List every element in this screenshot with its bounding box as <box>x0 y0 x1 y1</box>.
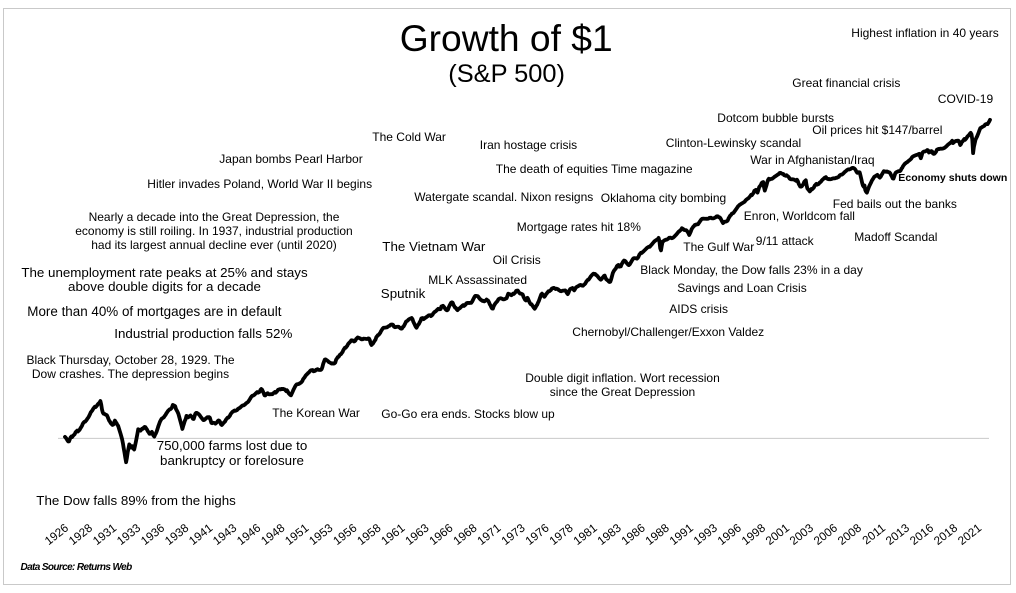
svg-text:1981: 1981 <box>571 522 600 548</box>
svg-text:1963: 1963 <box>403 521 432 548</box>
svg-text:1958: 1958 <box>355 521 384 548</box>
svg-text:1983: 1983 <box>595 521 624 548</box>
svg-text:1991: 1991 <box>667 522 696 548</box>
svg-text:1926: 1926 <box>42 521 71 548</box>
svg-text:1978: 1978 <box>547 521 576 548</box>
svg-text:1956: 1956 <box>331 521 360 548</box>
svg-text:2018: 2018 <box>932 521 961 548</box>
svg-text:1998: 1998 <box>739 521 768 548</box>
svg-text:1966: 1966 <box>427 521 456 548</box>
svg-text:1943: 1943 <box>211 521 240 548</box>
svg-text:2003: 2003 <box>787 521 816 548</box>
svg-text:1996: 1996 <box>715 521 744 548</box>
svg-text:2013: 2013 <box>883 521 912 548</box>
svg-text:1941: 1941 <box>187 522 216 548</box>
svg-text:2006: 2006 <box>811 521 840 548</box>
svg-text:2021: 2021 <box>956 522 985 548</box>
svg-text:2016: 2016 <box>908 521 937 548</box>
svg-text:1993: 1993 <box>691 521 720 548</box>
svg-text:1946: 1946 <box>235 521 264 548</box>
svg-text:1986: 1986 <box>619 521 648 548</box>
svg-text:2011: 2011 <box>860 522 888 548</box>
svg-text:1938: 1938 <box>163 521 192 548</box>
svg-text:1968: 1968 <box>451 521 480 548</box>
svg-text:1953: 1953 <box>307 521 336 548</box>
svg-text:1936: 1936 <box>139 521 168 548</box>
svg-text:1976: 1976 <box>523 521 552 548</box>
svg-text:1961: 1961 <box>379 522 408 548</box>
svg-text:1928: 1928 <box>66 521 95 548</box>
svg-text:2001: 2001 <box>763 522 792 548</box>
svg-text:1951: 1951 <box>283 522 312 548</box>
svg-text:1933: 1933 <box>115 521 144 548</box>
svg-text:1973: 1973 <box>499 521 528 548</box>
svg-text:2008: 2008 <box>835 521 864 548</box>
svg-text:1931: 1931 <box>91 522 120 548</box>
svg-text:1971: 1971 <box>475 522 504 548</box>
svg-text:1988: 1988 <box>643 521 672 548</box>
svg-text:1948: 1948 <box>259 521 288 548</box>
